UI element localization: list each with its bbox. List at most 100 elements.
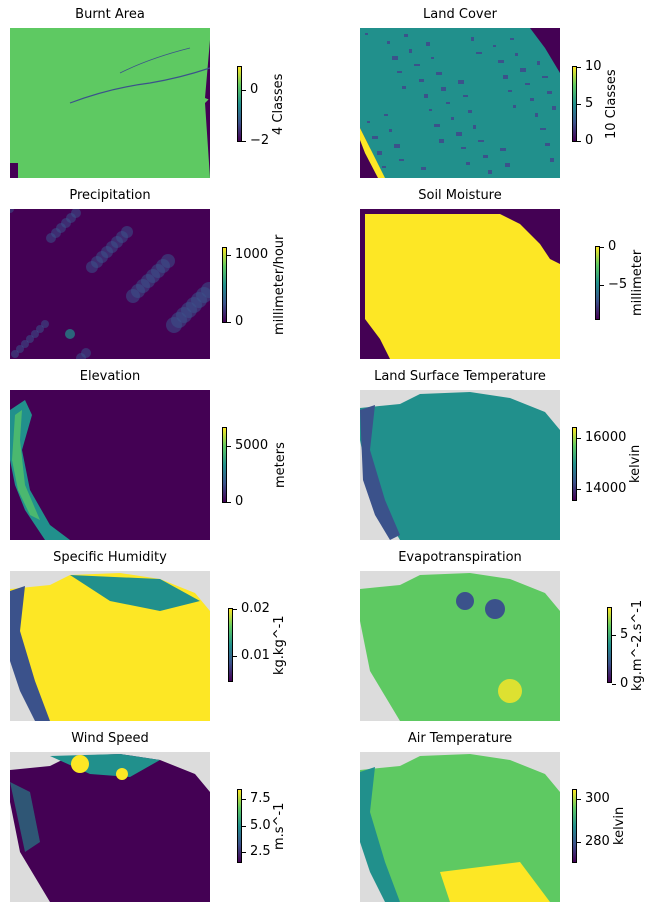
land-cover-patch bbox=[478, 140, 484, 142]
land-cover-patch bbox=[540, 128, 546, 130]
et-low bbox=[456, 592, 474, 610]
land-cover-patch bbox=[439, 139, 444, 143]
land-cover-patch bbox=[397, 71, 402, 73]
air-hot bbox=[440, 862, 550, 902]
colorbar-tick-mark bbox=[227, 322, 231, 323]
colorbar-tick-label: 0 bbox=[235, 314, 244, 329]
et-low bbox=[485, 599, 505, 619]
colorbar-tick-label: 16000 bbox=[585, 430, 627, 445]
land-cover-patch bbox=[387, 41, 390, 44]
colorbar-tick-label: 280 bbox=[585, 834, 610, 849]
land-cover-patch bbox=[404, 34, 408, 37]
colorbar-tick-label: 5.0 bbox=[250, 818, 271, 833]
land-cover-patch bbox=[488, 170, 492, 174]
colorbar-tick-mark bbox=[577, 438, 581, 439]
colorbar-label: kg.m^-2.s^-1 bbox=[630, 599, 645, 691]
land-cover-patch bbox=[476, 52, 482, 54]
land-cover-patch bbox=[530, 98, 534, 101]
colorbar-tick-label: 0 bbox=[235, 494, 244, 509]
precip-cell bbox=[16, 345, 24, 353]
land-cover-patch bbox=[535, 113, 538, 117]
land-cover-patch bbox=[500, 148, 506, 151]
wind-max bbox=[71, 755, 89, 773]
precip-cell bbox=[121, 226, 133, 238]
land-cover-patch bbox=[508, 90, 512, 92]
colorbar-label: millimeter/hour bbox=[272, 234, 287, 335]
heatmap-plot bbox=[360, 209, 560, 359]
land-cover-patch bbox=[468, 110, 472, 113]
colorbar-tick-mark bbox=[577, 799, 581, 800]
land-cover-patch bbox=[441, 87, 446, 91]
land-cover-patch bbox=[552, 106, 556, 110]
panel-title: Evapotranspiration bbox=[398, 550, 522, 565]
colorbar-tick-mark bbox=[242, 826, 246, 827]
burnt-area-nodata-corner bbox=[10, 163, 18, 178]
land-cover-patch bbox=[446, 102, 450, 104]
colorbar bbox=[237, 66, 242, 142]
land-cover-patch bbox=[537, 61, 540, 65]
precip-cell bbox=[10, 209, 14, 213]
colorbar-tick-mark bbox=[600, 285, 604, 286]
precip-cell bbox=[41, 320, 49, 328]
colorbar-tick-label: 1000 bbox=[235, 247, 269, 262]
precip-cell bbox=[36, 325, 44, 333]
colorbar-tick-label: 0 bbox=[250, 82, 259, 97]
colorbar-tick-mark bbox=[600, 247, 604, 248]
heatmap-plot bbox=[360, 390, 560, 540]
land-cover-andes bbox=[360, 128, 385, 178]
colorbar-label: kelvin bbox=[612, 806, 627, 845]
heatmap-plot bbox=[10, 571, 210, 721]
colorbar-tick-label: −2 bbox=[250, 133, 270, 148]
colorbar-tick-label: 5 bbox=[585, 96, 594, 111]
land-cover-patch bbox=[384, 114, 388, 116]
lst-andes bbox=[360, 405, 400, 540]
colorbar-tick-label: 14000 bbox=[585, 481, 627, 496]
heatmap-plot bbox=[360, 571, 560, 721]
colorbar-tick-label: 2.5 bbox=[250, 844, 271, 859]
colorbar bbox=[572, 66, 577, 142]
precip-cell bbox=[26, 335, 34, 343]
et-high bbox=[498, 679, 522, 703]
land-cover-patch bbox=[394, 144, 400, 148]
precip-cell bbox=[65, 329, 75, 339]
land-cover-patch bbox=[382, 166, 386, 168]
colorbar-tick-label: 0 bbox=[608, 239, 617, 254]
land-cover-patch bbox=[542, 76, 548, 78]
land-cover-patch bbox=[466, 162, 470, 165]
panel-title: Soil Moisture bbox=[418, 188, 502, 203]
colorbar-tick-label: 5000 bbox=[235, 438, 269, 453]
panel-title: Precipitation bbox=[69, 188, 151, 203]
river-line bbox=[119, 47, 191, 74]
soil-moisture-region bbox=[365, 214, 560, 359]
land-cover-patch bbox=[513, 105, 516, 108]
precip-cell bbox=[11, 350, 19, 358]
burnt-area-land bbox=[10, 28, 210, 178]
land-cover-forest bbox=[360, 28, 560, 178]
elevation-andes bbox=[10, 400, 70, 540]
panel-title: Wind Speed bbox=[71, 731, 149, 746]
precip-cell bbox=[161, 254, 175, 268]
land-cover-patch bbox=[505, 163, 510, 167]
colorbar-tick-label: 0 bbox=[585, 133, 594, 148]
air-andes bbox=[360, 767, 400, 902]
land-cover-patch bbox=[372, 136, 378, 139]
colorbar-tick-mark bbox=[233, 656, 237, 657]
heatmap-plot bbox=[10, 209, 210, 359]
land-cover-patch bbox=[503, 75, 508, 79]
colorbar-label: meters bbox=[273, 442, 288, 488]
colorbar-tick-mark bbox=[227, 255, 231, 256]
colorbar-tick-label: 7.5 bbox=[250, 791, 271, 806]
panel-title: Air Temperature bbox=[407, 731, 513, 746]
land-cover-patch bbox=[414, 64, 420, 66]
precip-cell bbox=[201, 282, 210, 298]
land-cover-patch bbox=[451, 117, 454, 120]
land-cover-patch bbox=[421, 167, 426, 170]
land-cover-patch bbox=[547, 91, 552, 94]
colorbar-tick-mark bbox=[577, 842, 581, 843]
land-cover-patch bbox=[456, 132, 462, 136]
land-cover-patch bbox=[436, 72, 442, 75]
colorbar-tick-label: 5 bbox=[620, 627, 629, 642]
colorbar bbox=[228, 608, 233, 682]
data-region bbox=[360, 392, 560, 540]
elevation-peaks bbox=[12, 410, 40, 520]
